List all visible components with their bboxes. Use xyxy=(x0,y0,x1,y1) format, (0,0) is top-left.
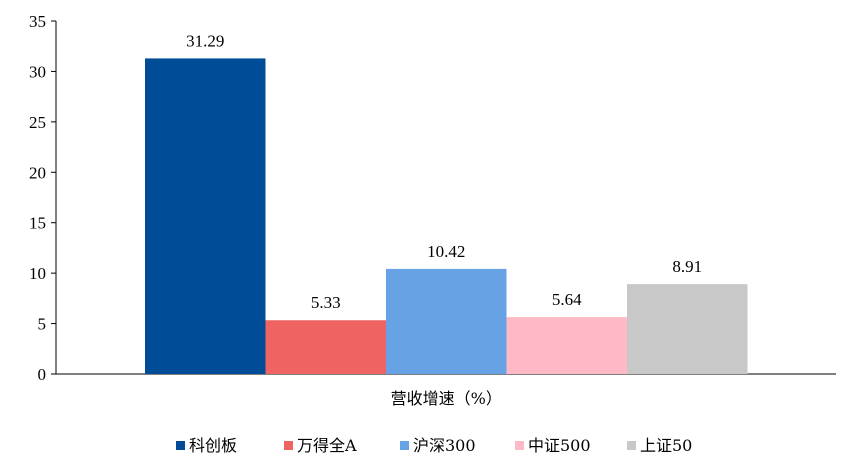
legend-label-4: 中证500 xyxy=(528,436,591,455)
data-label-4: 5.64 xyxy=(552,290,582,309)
legend-label-3: 沪深300 xyxy=(413,436,476,455)
legend-swatch-4 xyxy=(515,441,524,450)
bar-3 xyxy=(386,268,507,374)
data-label-2: 5.33 xyxy=(311,293,341,312)
legend: 科创板 万得全A 沪深300 中证500 上证50 xyxy=(176,436,692,455)
y-tick-label: 0 xyxy=(38,365,47,384)
legend-swatch-2 xyxy=(284,441,293,450)
y-tick-label: 20 xyxy=(29,163,46,182)
legend-label-2: 万得全A xyxy=(297,436,357,455)
category-label: 营收增速（%） xyxy=(391,389,502,408)
y-tick-label: 30 xyxy=(29,62,46,81)
bars xyxy=(145,58,748,374)
legend-label-1: 科创板 xyxy=(189,436,237,455)
data-label-5: 8.91 xyxy=(672,257,702,276)
y-tick-label: 5 xyxy=(38,315,47,334)
bar-2 xyxy=(265,320,386,374)
legend-swatch-1 xyxy=(176,441,185,450)
y-tick-label: 25 xyxy=(29,113,46,132)
data-label-1: 31.29 xyxy=(186,31,224,50)
bar-5 xyxy=(627,284,748,374)
bar-4 xyxy=(506,317,627,374)
data-label-3: 10.42 xyxy=(427,242,465,261)
y-tick-label: 15 xyxy=(29,214,46,233)
legend-swatch-3 xyxy=(400,441,409,450)
y-axis: 0 5 10 15 20 25 30 35 xyxy=(29,12,57,384)
data-labels: 31.29 5.33 10.42 5.64 8.91 xyxy=(186,31,702,312)
legend-label-5: 上证50 xyxy=(640,436,692,455)
bar-1 xyxy=(145,58,266,374)
y-tick-label: 10 xyxy=(29,264,46,283)
y-tick-label: 35 xyxy=(29,12,46,31)
legend-swatch-5 xyxy=(627,441,636,450)
